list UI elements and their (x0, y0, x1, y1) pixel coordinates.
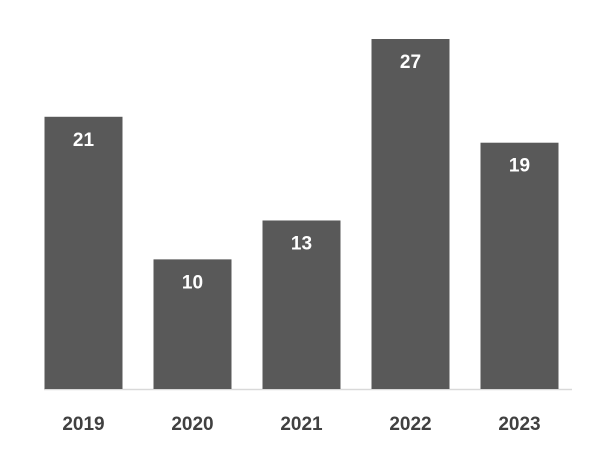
data-label: 27 (400, 52, 421, 73)
x-tick-label: 2021 (280, 414, 323, 435)
bar (44, 116, 123, 390)
bar (153, 259, 232, 389)
data-label: 13 (291, 233, 312, 254)
x-tick-label: 2019 (62, 414, 104, 435)
data-label: 19 (509, 156, 530, 177)
data-label: 10 (182, 272, 203, 293)
data-label: 21 (73, 130, 95, 151)
x-tick-label: 2022 (389, 414, 431, 435)
bar (262, 220, 341, 389)
bar (371, 39, 450, 389)
x-tick-label: 2020 (171, 414, 213, 435)
x-tick-label: 2023 (498, 414, 540, 435)
bar (480, 142, 559, 389)
